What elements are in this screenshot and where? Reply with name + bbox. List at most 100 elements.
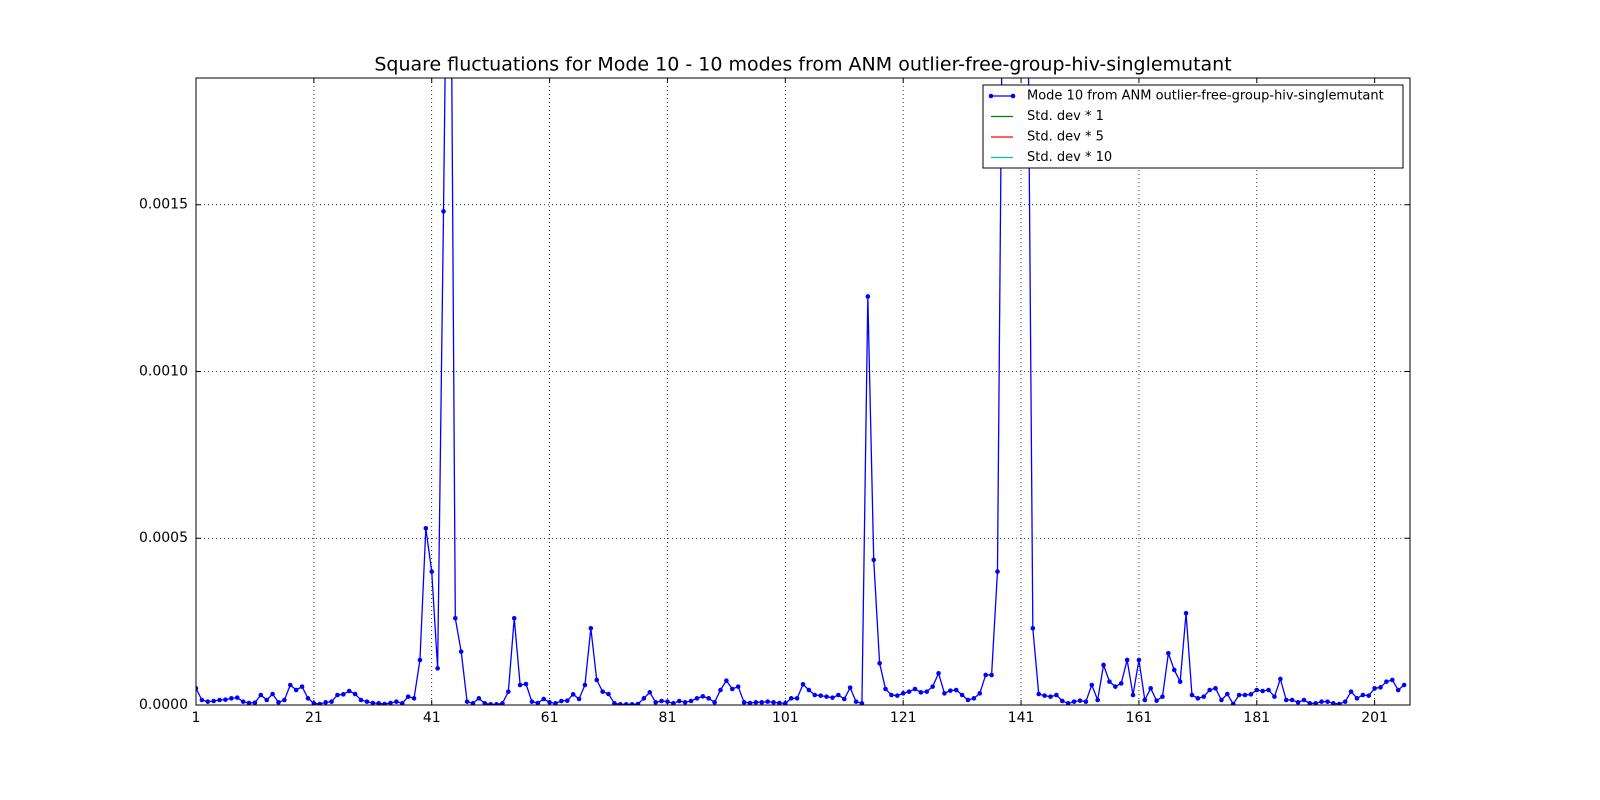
data-point [476, 696, 482, 701]
data-point [582, 682, 588, 688]
data-point [1213, 686, 1218, 691]
data-point [1390, 677, 1395, 683]
data-point [1183, 610, 1189, 616]
data-point [1272, 694, 1277, 699]
data-point [788, 696, 794, 701]
data-point [606, 691, 611, 697]
data-point [1260, 688, 1265, 694]
data-point [199, 697, 205, 703]
data-point [1301, 697, 1307, 703]
x-tick-label: 61 [541, 710, 559, 726]
data-point [623, 702, 629, 705]
data-point [1130, 692, 1136, 698]
data-point [559, 698, 564, 704]
data-point [458, 649, 464, 654]
data-point [1083, 699, 1089, 704]
data-point [370, 700, 376, 705]
legend-label: Std. dev * 1 [1027, 109, 1104, 124]
data-point [270, 691, 275, 697]
data-point [464, 699, 470, 704]
data-point [246, 700, 252, 705]
data-point [1142, 697, 1148, 703]
data-point [747, 700, 753, 705]
data-point [1060, 698, 1065, 704]
data-point [977, 691, 983, 696]
data-point [1278, 676, 1283, 682]
data-point [942, 691, 947, 696]
legend-marker [988, 93, 994, 99]
data-point [1225, 691, 1230, 697]
data-point [1283, 697, 1289, 703]
data-point [211, 698, 216, 704]
data-point [299, 684, 305, 689]
data-point [1089, 682, 1095, 688]
data-point [771, 700, 776, 705]
data-point [364, 699, 370, 704]
data-point [553, 701, 558, 705]
data-point [1378, 685, 1383, 690]
data-point [877, 661, 882, 666]
data-point [676, 698, 682, 704]
data-point [889, 692, 894, 698]
data-point [1230, 701, 1236, 705]
data-point [965, 697, 971, 703]
data-point [983, 672, 988, 678]
data-point [335, 692, 340, 698]
legend-marker [1010, 93, 1016, 99]
data-point [529, 699, 535, 704]
data-point [1124, 657, 1130, 663]
data-point [659, 698, 664, 704]
x-tick-label: 21 [305, 710, 323, 726]
data-point [859, 701, 865, 705]
data-point [806, 687, 812, 693]
data-point [1201, 694, 1207, 699]
data-point [824, 694, 829, 699]
data-point [311, 701, 317, 705]
x-tick-label: 161 [1126, 710, 1153, 726]
data-point [718, 687, 723, 693]
data-point [399, 701, 405, 705]
data-point [629, 702, 635, 705]
data-point [523, 681, 529, 687]
data-point [812, 692, 818, 698]
data-point [594, 677, 600, 683]
data-point [1077, 698, 1083, 703]
data-point [1160, 694, 1165, 699]
data-point [971, 696, 977, 701]
data-point [1177, 679, 1183, 684]
data-point [1254, 687, 1260, 693]
data-point [282, 697, 287, 703]
data-point [423, 525, 429, 531]
x-tick-label: 121 [890, 710, 917, 726]
data-point [1101, 662, 1106, 668]
data-point [995, 569, 1000, 574]
chart-title: Square fluctuations for Mode 10 - 10 mod… [374, 54, 1231, 76]
data-point [635, 701, 641, 705]
data-point [205, 699, 211, 704]
data-point [836, 692, 841, 698]
data-point [618, 702, 623, 705]
data-point [741, 700, 747, 705]
x-tick-label: 101 [772, 710, 799, 726]
plot-area [196, 78, 1407, 705]
data-point [948, 688, 953, 693]
data-point [1348, 689, 1354, 694]
y-tick-label: 0.0010 [139, 363, 188, 379]
data-point [1336, 701, 1342, 705]
legend-label: Std. dev * 5 [1027, 130, 1104, 145]
data-point [1366, 693, 1372, 698]
data-point [847, 685, 853, 690]
data-point [665, 699, 670, 704]
data-point [394, 699, 399, 704]
data-point [1207, 687, 1212, 693]
data-point [1319, 699, 1324, 704]
data-point [1036, 691, 1042, 697]
data-point [341, 692, 346, 697]
data-point [441, 209, 446, 214]
data-point [1313, 701, 1319, 705]
data-point [352, 691, 358, 697]
data-point [1307, 701, 1313, 705]
data-point [1154, 698, 1159, 703]
data-point [647, 690, 653, 695]
data-point [818, 693, 823, 698]
